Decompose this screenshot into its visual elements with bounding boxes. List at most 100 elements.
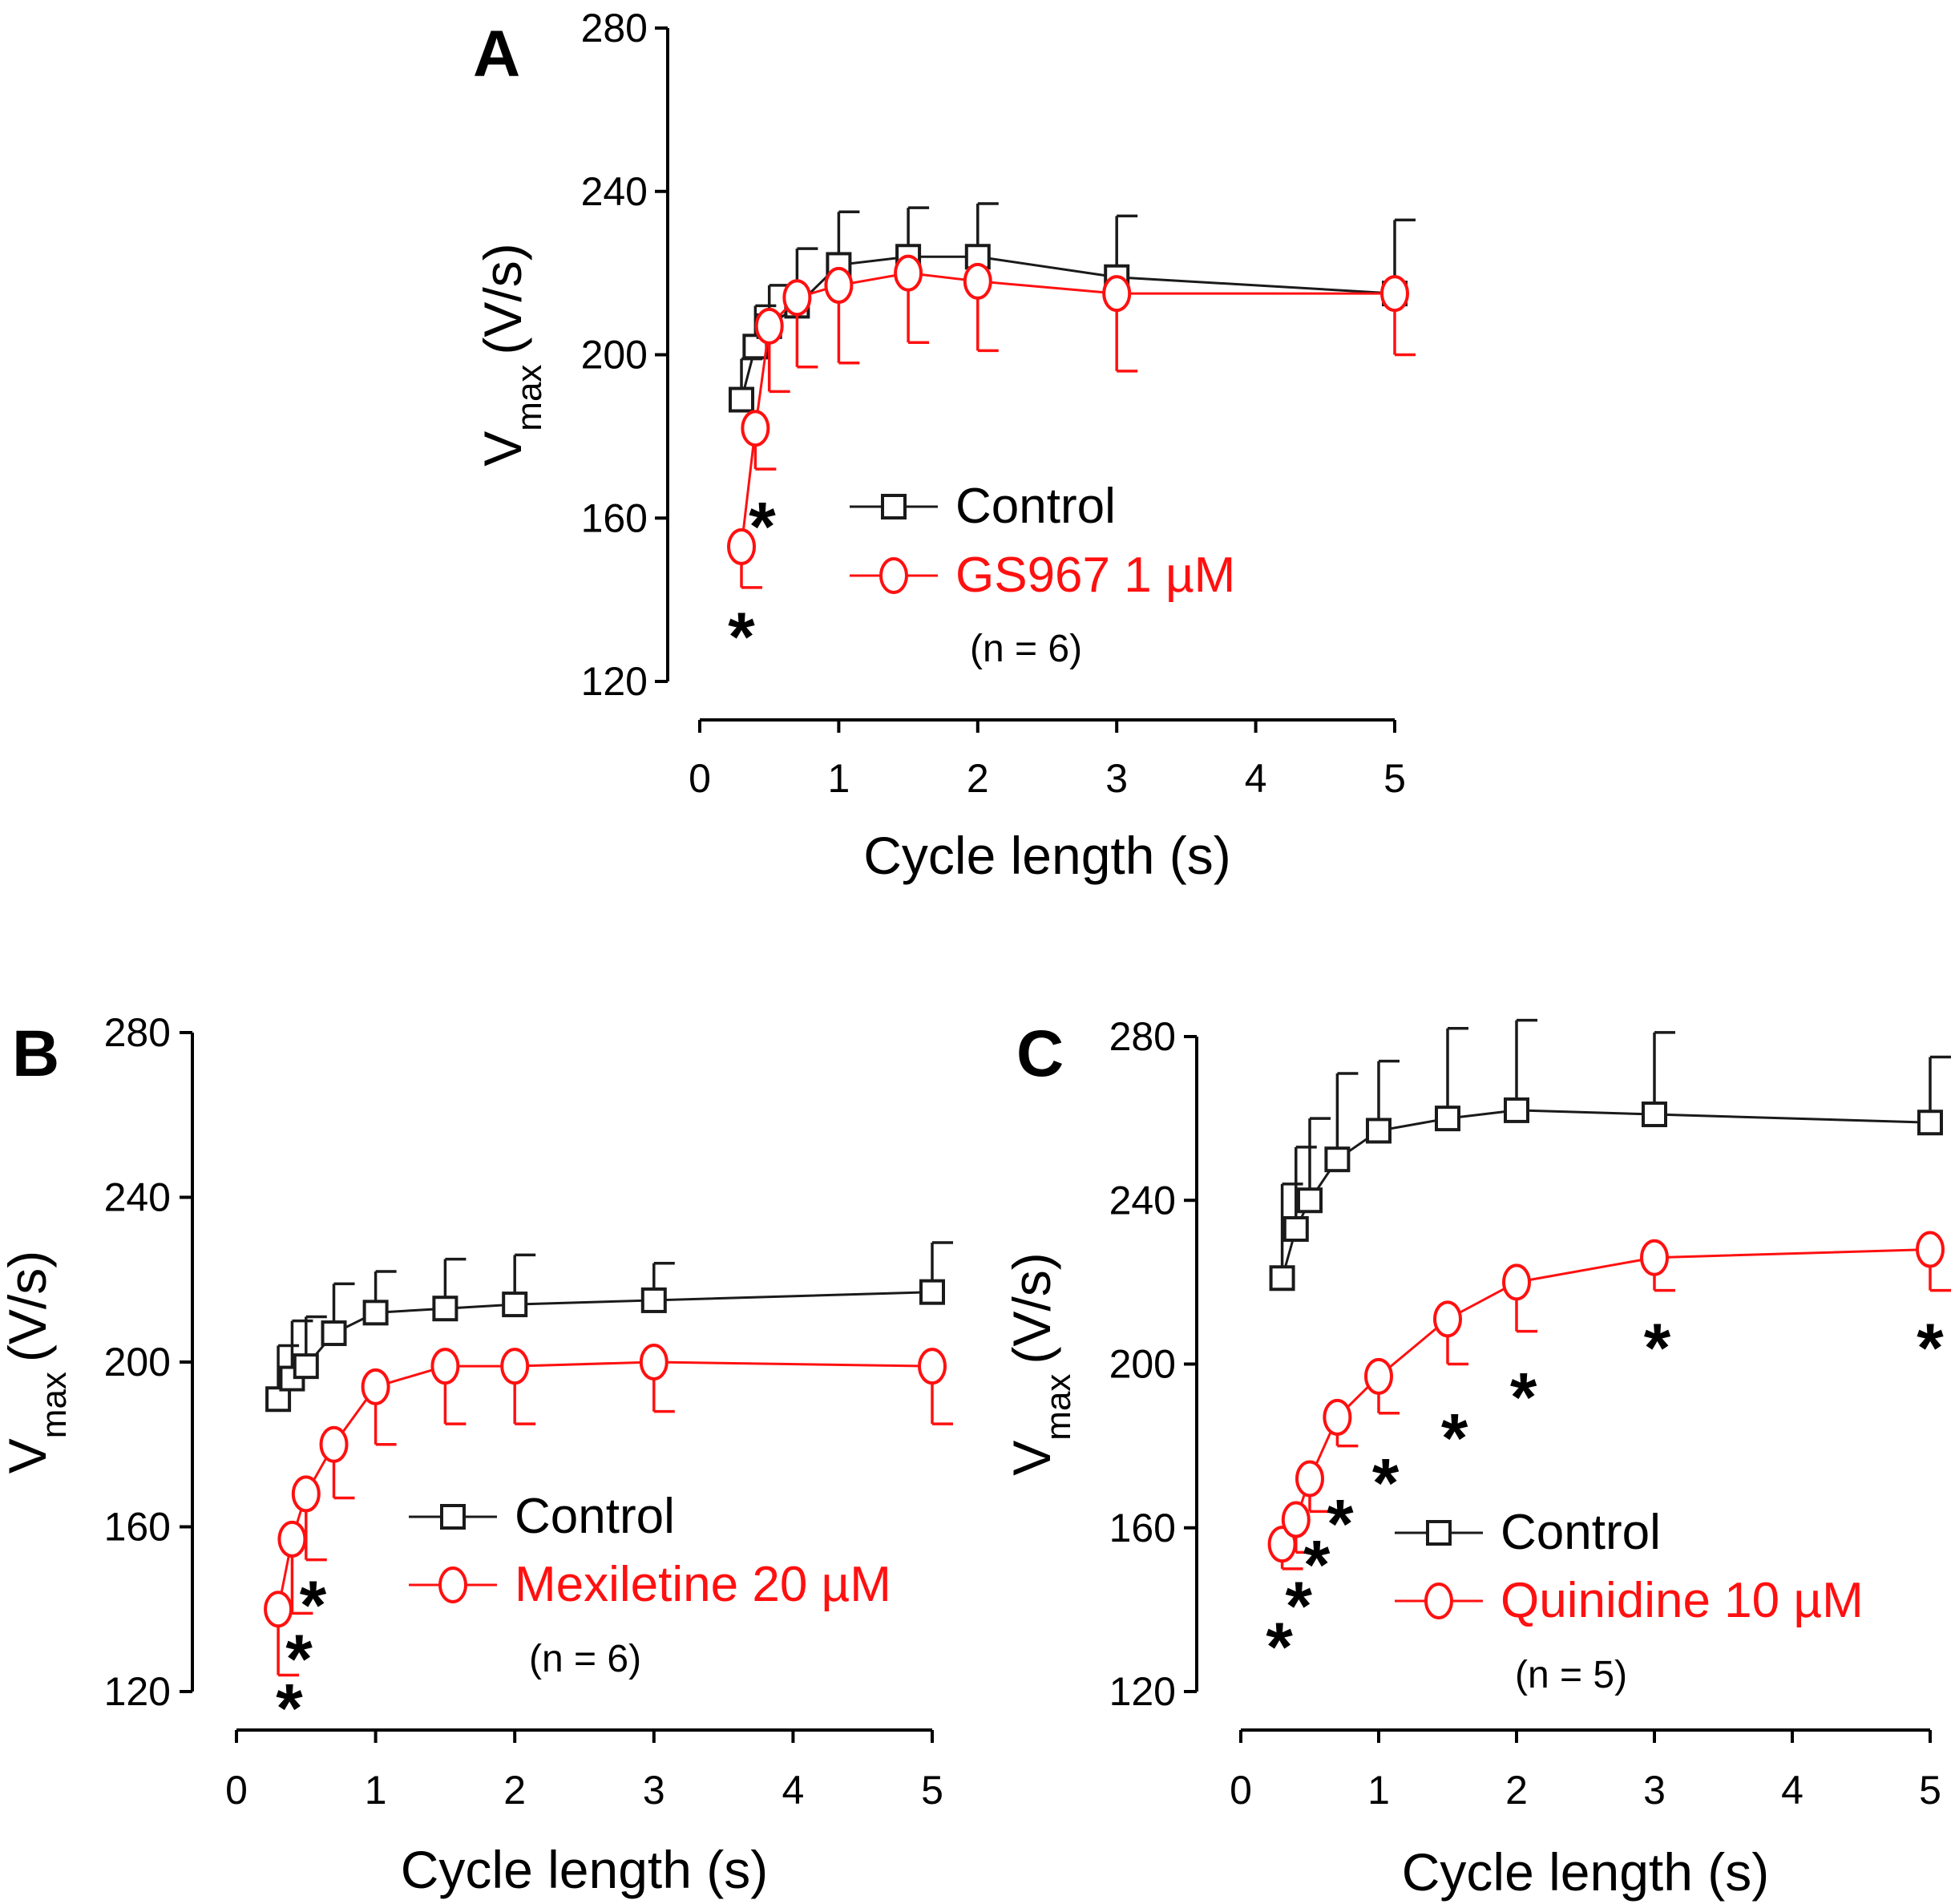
y-label-unit-c: (V/s) [1002, 1252, 1061, 1364]
y-label-sub-a: max [510, 365, 549, 431]
x-tick-label: 1 [365, 1768, 387, 1813]
series-drug-a [727, 254, 1416, 589]
significance-star: * [728, 599, 755, 676]
data-point [1502, 1263, 1531, 1301]
legend-n-c: (n = 5) [1515, 1654, 1627, 1696]
x-tick-label: 0 [225, 1768, 248, 1813]
y-tick-label: 280 [581, 6, 648, 51]
data-point [1324, 1146, 1351, 1173]
x-tick-label: 1 [827, 756, 850, 801]
y-label-sub-c: max [1039, 1374, 1078, 1441]
legend-circle [1424, 1583, 1453, 1619]
data-point [432, 1296, 458, 1322]
y-tick-label: 240 [104, 1175, 171, 1220]
series-drug-b [264, 1344, 953, 1677]
legend-drug-marker-a [850, 557, 938, 594]
significance-star: * [1286, 1568, 1313, 1645]
y-tick-label: 200 [1109, 1342, 1176, 1387]
x-tick-label: 0 [1230, 1768, 1252, 1813]
y-tick-label: 200 [104, 1340, 171, 1385]
significance-star: * [285, 1621, 313, 1698]
legend-control-marker-c [1395, 1520, 1483, 1546]
y-tick-label: 200 [581, 333, 648, 378]
data-point [1269, 1265, 1295, 1292]
y-tick-label: 120 [104, 1669, 171, 1714]
significance-markers-c: ******** * [1266, 1310, 1944, 1686]
legend-control-label-a: Control [955, 479, 1116, 534]
x-tick-label: 0 [689, 756, 711, 801]
y-tick-label: 160 [581, 495, 648, 540]
legend-drug-label-a: GS967 1 µM [955, 548, 1235, 603]
legend-square [1426, 1520, 1452, 1546]
legend-square [440, 1504, 466, 1530]
y-label-unit-b: (V/s) [0, 1251, 57, 1362]
series-control-a [729, 202, 1416, 413]
data-point [277, 1520, 307, 1558]
data-point [1366, 1118, 1391, 1144]
data-point [1102, 275, 1132, 313]
data-point [291, 1475, 321, 1513]
x-tick-label: 4 [782, 1768, 804, 1813]
data-point [1435, 1106, 1460, 1132]
significance-star: * [1441, 1400, 1468, 1477]
panel-c: C 120 160 200 240 280 0 1 2 3 4 5 Cycle length (s… [1002, 1014, 1951, 1902]
legend-c: Control Quinidine 10 µM (n = 5) [1395, 1505, 1864, 1696]
series-control-c [1269, 1018, 1951, 1292]
y-axis-label-a: Vmax (V/s) [473, 243, 549, 466]
legend-square [881, 494, 907, 519]
significance-star: * [1644, 1310, 1671, 1387]
data-point [1267, 1526, 1297, 1563]
x-tick-label: 4 [1781, 1768, 1803, 1813]
data-point [1323, 1398, 1352, 1436]
x-tick-label: 2 [967, 756, 989, 801]
y-tick-label: 160 [1109, 1506, 1176, 1550]
panel-a: A 120 160 200 240 280 0 1 2 3 4 5 Cycle length (s… [473, 6, 1416, 885]
legend-b: Control Mexiletine 20 µM (n = 6) [409, 1489, 891, 1680]
x-axis-label-a: Cycle length (s) [863, 826, 1231, 885]
data-point [1433, 1300, 1462, 1338]
x-tick-label: 3 [1643, 1768, 1666, 1813]
data-point [963, 262, 992, 300]
data-point [894, 254, 923, 292]
y-ticks-b: 120 160 200 240 280 [104, 1010, 192, 1714]
legend-n-b: (n = 6) [529, 1638, 641, 1680]
significance-star: * [1510, 1359, 1537, 1436]
y-tick-label: 120 [581, 659, 648, 704]
panel-letter-a: A [473, 18, 520, 91]
data-point [782, 279, 812, 317]
y-tick-label: 280 [1109, 1014, 1176, 1059]
plot-area-a [727, 202, 1416, 589]
x-ticks-a: 0 1 2 3 4 5 [689, 720, 1406, 801]
significance-star: * [276, 1671, 303, 1748]
x-tick-label: 2 [1505, 1768, 1528, 1813]
data-point [500, 1348, 530, 1385]
legend-n-a: (n = 6) [970, 628, 1082, 670]
y-axis-label-c: Vmax (V/s) [1002, 1252, 1078, 1475]
data-point [1642, 1102, 1667, 1128]
x-axis-label-c: Cycle length (s) [1402, 1842, 1770, 1902]
significance-star: * [1327, 1486, 1354, 1563]
data-point [729, 386, 755, 413]
data-point [824, 266, 854, 304]
y-label-main-a: V [473, 431, 532, 467]
data-point [1282, 1215, 1309, 1242]
panel-b: B 120 160 200 240 280 0 1 2 3 4 5 Cycle length (s… [0, 1010, 953, 1899]
legend-drug-marker-c [1395, 1583, 1483, 1619]
legend-drug-label-c: Quinidine 10 µM [1501, 1573, 1864, 1628]
data-point [293, 1353, 319, 1380]
data-point [321, 1320, 347, 1347]
data-point [639, 1344, 668, 1381]
data-point [640, 1287, 667, 1313]
significance-star: * [300, 1567, 327, 1644]
data-point [1504, 1097, 1529, 1123]
panel-letter-b: B [12, 1017, 59, 1090]
y-ticks-c: 120 160 200 240 280 [1109, 1014, 1197, 1714]
legend-drug-label-b: Mexiletine 20 µM [515, 1557, 891, 1612]
y-label-sub-b: max [34, 1372, 74, 1438]
legend-circle [879, 557, 908, 594]
legend-control-marker-a [850, 494, 938, 519]
x-tick-label: 2 [503, 1768, 526, 1813]
y-label-unit-a: (V/s) [473, 243, 532, 354]
significance-markers-a: ** [728, 488, 776, 676]
